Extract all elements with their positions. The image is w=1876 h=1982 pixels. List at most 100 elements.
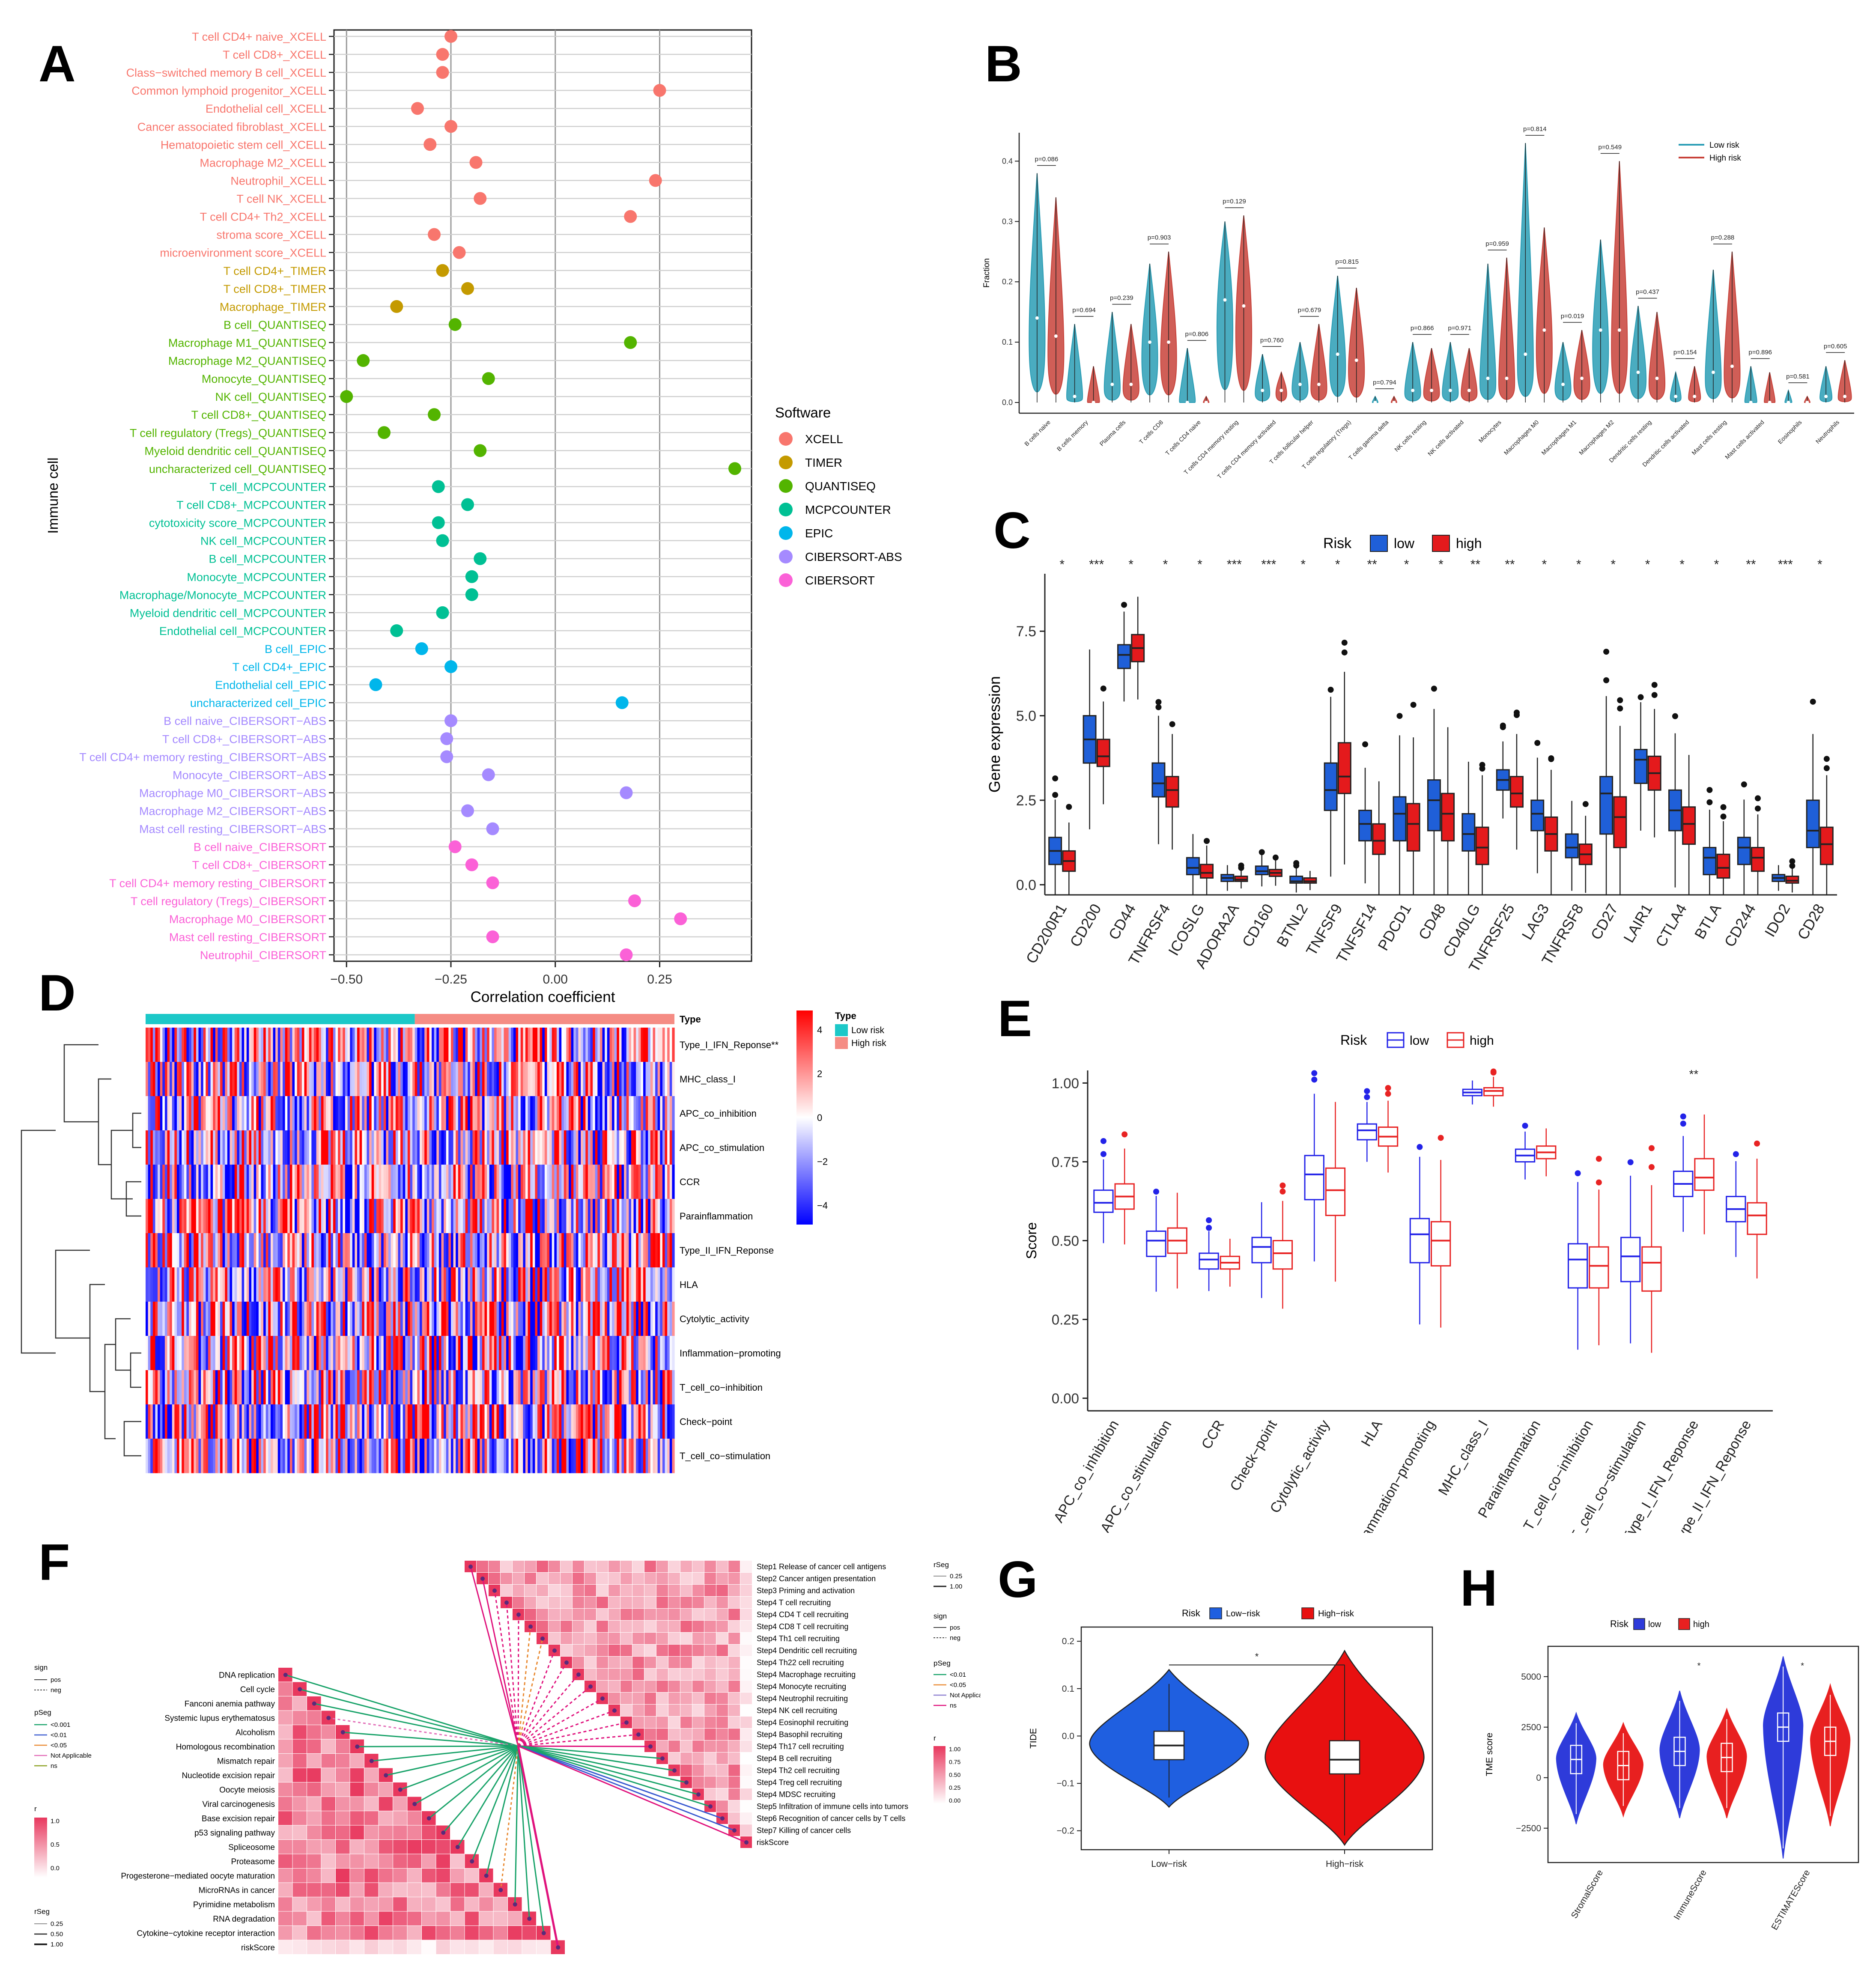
heatmap-cell (607, 1165, 610, 1199)
right-row-label: Step4 Monocyte recruiting (757, 1682, 846, 1691)
heatmap-cell (275, 1439, 278, 1473)
heatmap-cell (395, 1028, 399, 1062)
heatmap-cell (268, 1165, 271, 1199)
pvalue-label: p=0.086 (1035, 156, 1059, 163)
violin-median (1092, 401, 1095, 404)
heatmap-cell (458, 1096, 461, 1131)
heatmap-cell (285, 1165, 288, 1199)
heatmap-cell (525, 1199, 528, 1234)
heatmap-cell (552, 1028, 555, 1062)
heatmap-cell (242, 1336, 245, 1371)
y-tick-label: 0.25 (1052, 1312, 1079, 1328)
outlier-point (1341, 639, 1348, 646)
heatmap-cell (280, 1165, 283, 1199)
heatmap-cell (559, 1370, 562, 1405)
heatmap-cell (196, 1062, 199, 1097)
outlier-point (1603, 677, 1610, 683)
heatmap-cell (599, 1130, 603, 1165)
link-endpoint (384, 1773, 388, 1778)
heatmap-cell (215, 1404, 218, 1439)
heatmap-cell (203, 1336, 206, 1371)
heatmap-cell (316, 1267, 319, 1302)
heatmap-cell (492, 1439, 495, 1473)
outlier-point (1100, 686, 1107, 692)
box-body (1337, 742, 1351, 794)
heatmap-cell (602, 1233, 605, 1268)
heatmap-cell (657, 1096, 660, 1131)
heatmap-cell (297, 1404, 300, 1439)
heatmap-cell (148, 1302, 151, 1336)
right-corr-cell (716, 1741, 728, 1752)
heatmap-cell (152, 1028, 156, 1062)
heatmap-cell (275, 1028, 278, 1062)
heatmap-cell (388, 1062, 391, 1097)
heatmap-cell (282, 1199, 286, 1234)
heatmap-cell (343, 1130, 346, 1165)
color-scale-tick: 2 (817, 1069, 822, 1079)
heatmap-cell (170, 1267, 173, 1302)
heatmap-cell (292, 1302, 295, 1336)
heatmap-cell (465, 1199, 468, 1234)
heatmap-cell (631, 1096, 634, 1131)
left-corr-cell (292, 1883, 307, 1897)
left-corr-cell (422, 1926, 436, 1940)
heatmap-cell (643, 1336, 646, 1371)
box-body (1716, 853, 1730, 879)
heatmap-cell (636, 1233, 639, 1268)
outlier-point (1385, 1091, 1391, 1097)
heatmap-cell (309, 1028, 312, 1062)
heatmap-cell (167, 1370, 170, 1405)
heatmap-cell (530, 1404, 533, 1439)
heatmap-cell (155, 1096, 158, 1131)
y-axis-title: TME score (1485, 1733, 1494, 1776)
heatmap-cell (665, 1439, 668, 1473)
heatmap-cell (477, 1199, 480, 1234)
right-corr-cell (620, 1633, 632, 1644)
heatmap-cell (321, 1233, 324, 1268)
immune-cell-label: cytotoxicity score_MCPCOUNTER (149, 517, 326, 530)
heatmap-cell (186, 1028, 189, 1062)
heatmap-cell (669, 1062, 672, 1097)
significance-label: *** (1089, 557, 1104, 572)
heatmap-cell (460, 1028, 463, 1062)
heatmap-cell (194, 1439, 197, 1473)
box-body (1703, 846, 1717, 876)
heatmap-cell (285, 1336, 288, 1371)
heatmap-cell (246, 1062, 249, 1097)
heatmap-cell (182, 1267, 185, 1302)
heatmap-cell (287, 1404, 290, 1439)
heatmap-cell (629, 1336, 632, 1371)
heatmap-cell (489, 1028, 492, 1062)
heatmap-cell (561, 1165, 564, 1199)
x-axis-title: Correlation coefficient (471, 989, 615, 1005)
box-body (1567, 1243, 1588, 1289)
heatmap-cell (450, 1370, 454, 1405)
heatmap-cell (299, 1302, 302, 1336)
heatmap-cell (578, 1267, 581, 1302)
heatmap-cell (225, 1370, 228, 1405)
heatmap-cell (609, 1267, 612, 1302)
heatmap-cell (273, 1336, 276, 1371)
heatmap-cell (311, 1302, 314, 1336)
heatmap-cell (381, 1165, 384, 1199)
heatmap-cell (355, 1439, 358, 1473)
heatmap-cell (460, 1199, 463, 1234)
heatmap-cell (504, 1370, 507, 1405)
box-body (1641, 1246, 1662, 1292)
heatmap-cell (256, 1267, 259, 1302)
heatmap-cell (513, 1439, 516, 1473)
heatmap-cell (172, 1096, 175, 1131)
heatmap-cell (383, 1130, 386, 1165)
left-legend-label: Not Applicable (51, 1752, 92, 1759)
violin-median (1843, 394, 1847, 398)
heatmap-cell (232, 1096, 235, 1131)
heatmap-cell (232, 1130, 235, 1165)
link-endpoint (340, 1730, 345, 1735)
legend-label: high (1456, 536, 1482, 551)
heatmap-cell (148, 1267, 151, 1302)
heatmap-cell (215, 1096, 218, 1131)
heatmap-cell (194, 1336, 197, 1371)
left-legend-label: 0.50 (51, 1931, 63, 1938)
heatmap-cell (448, 1267, 451, 1302)
heatmap-cell (244, 1028, 247, 1062)
